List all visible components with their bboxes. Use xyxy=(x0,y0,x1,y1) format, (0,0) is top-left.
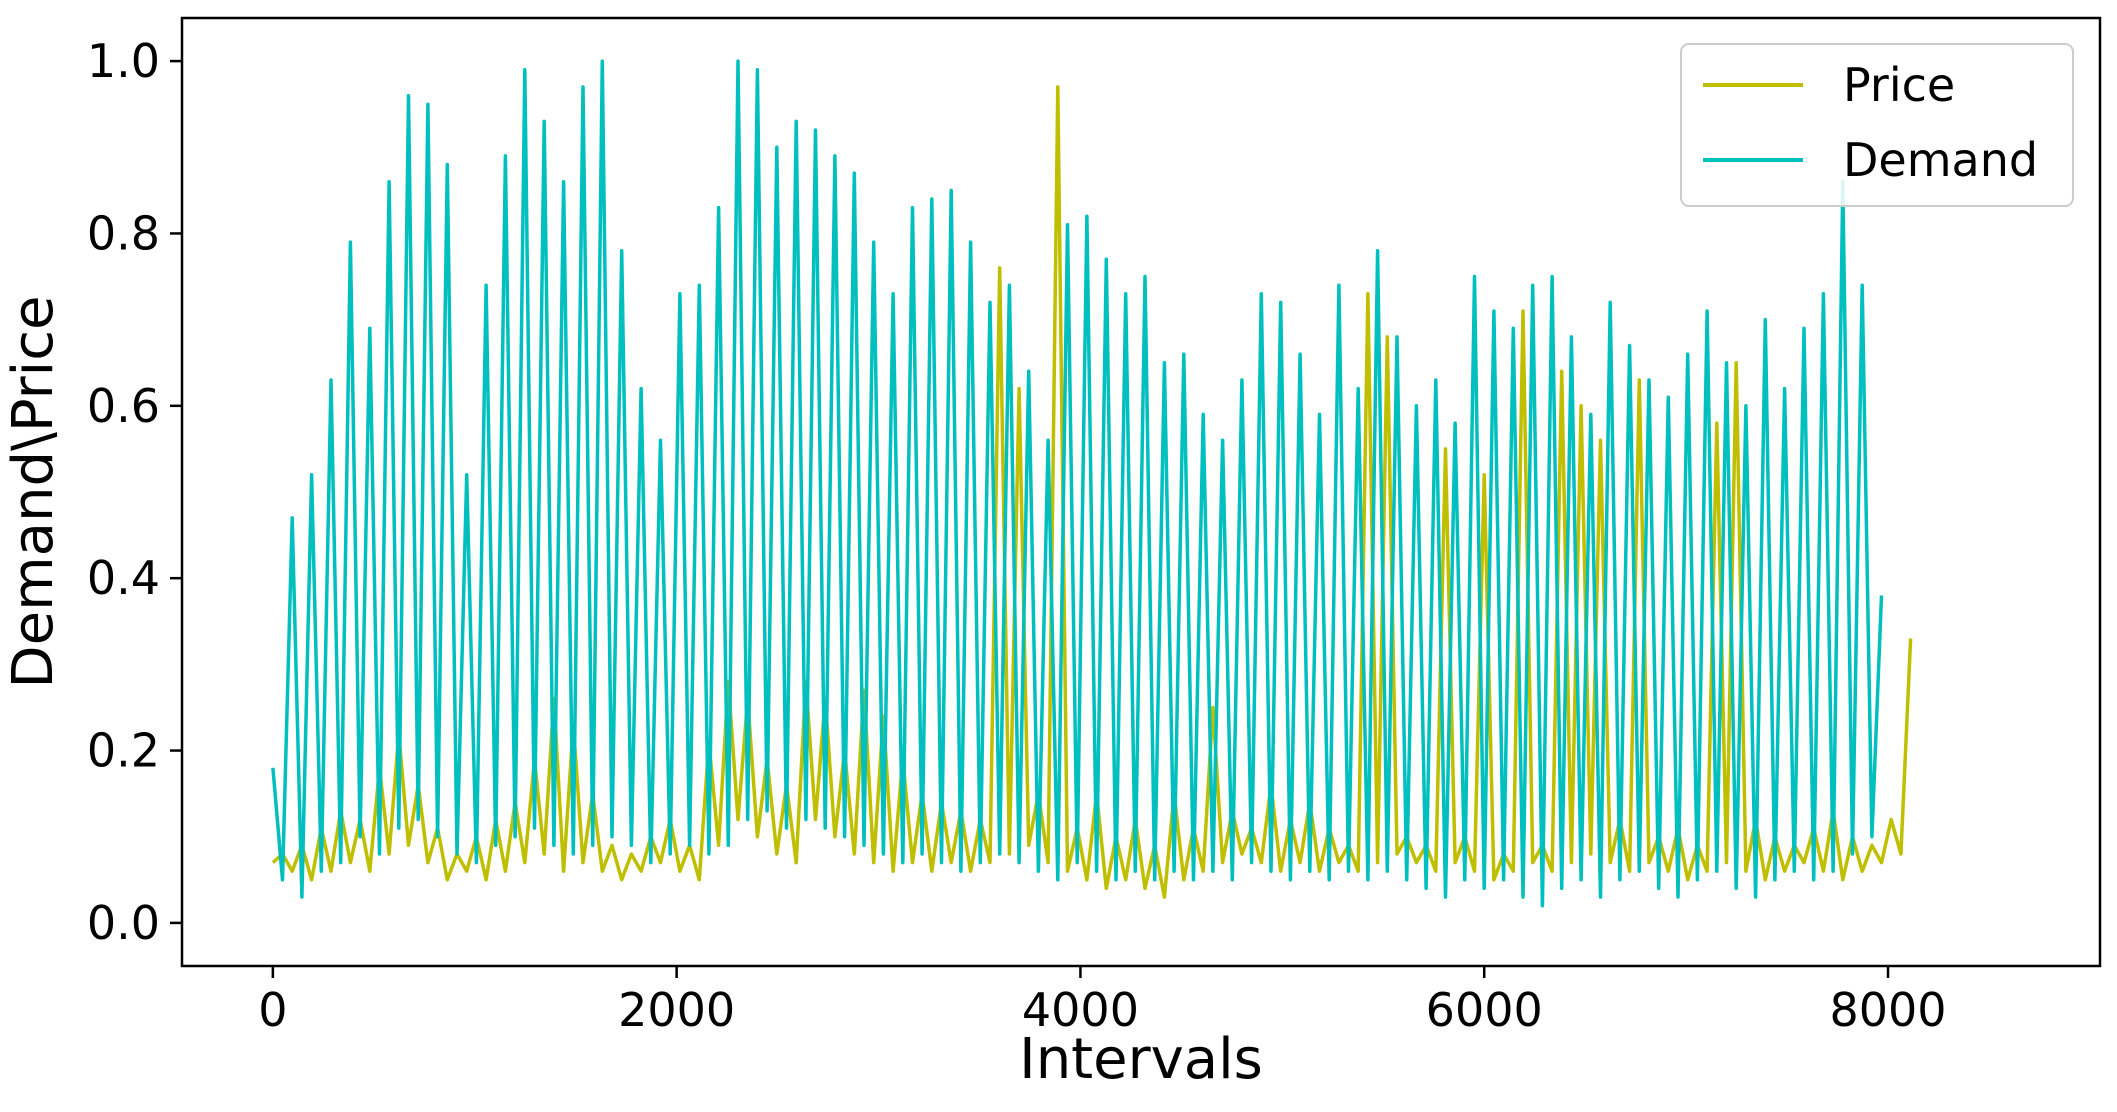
series-line-demand xyxy=(271,59,1884,908)
x-axis: 0 2000 4000 6000 8000 xyxy=(258,966,1947,1037)
legend-price-label: Price xyxy=(1843,58,1955,112)
x-tick-label: 2000 xyxy=(618,983,735,1037)
series-line-price xyxy=(271,85,1913,899)
x-tick-label: 8000 xyxy=(1829,983,1946,1037)
y-tick-label: 1.0 xyxy=(87,34,160,88)
plot-frame xyxy=(180,16,2102,968)
legend: Price Demand xyxy=(1680,43,2074,207)
x-tick-label: 4000 xyxy=(1022,983,1139,1037)
x-tick-label: 0 xyxy=(258,983,287,1037)
y-tick-label: 0.4 xyxy=(87,551,160,605)
series-layer xyxy=(271,59,1913,908)
y-axis-title: Demand\Price xyxy=(1,296,66,689)
x-axis-title: Intervals xyxy=(1019,1027,1263,1092)
y-tick-label: 0.8 xyxy=(87,206,160,260)
y-tick-label: 0.0 xyxy=(87,896,160,950)
y-axis: 0.0 0.2 0.4 0.6 0.8 1.0 xyxy=(87,34,182,950)
y-tick-label: 0.2 xyxy=(87,724,160,778)
x-tick-label: 6000 xyxy=(1426,983,1543,1037)
legend-demand-label: Demand xyxy=(1843,133,2038,187)
y-tick-label: 0.6 xyxy=(87,379,160,433)
